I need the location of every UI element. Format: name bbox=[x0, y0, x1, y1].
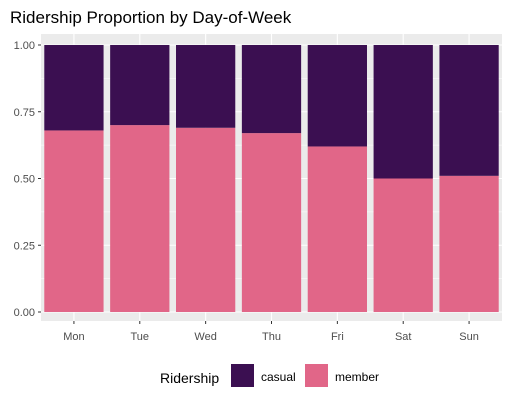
bar-member-thu bbox=[241, 133, 302, 312]
x-tick-label-thu: Thu bbox=[262, 331, 281, 343]
legend-title: Ridership bbox=[160, 370, 219, 386]
bar-member-fri bbox=[307, 146, 367, 312]
bar-casual-wed bbox=[176, 45, 236, 128]
legend-key-member bbox=[305, 364, 328, 387]
bar-casual-sun bbox=[439, 45, 499, 176]
chart-title: Ridership Proportion by Day-of-Week bbox=[10, 8, 292, 27]
y-tick-label: 0.50 bbox=[14, 174, 35, 186]
bar-casual-tue bbox=[110, 45, 170, 126]
x-tick-label-fri: Fri bbox=[331, 331, 344, 343]
y-tick-label: 1.00 bbox=[14, 40, 35, 52]
x-tick-label-mon: Mon bbox=[63, 331, 84, 343]
bar-member-wed bbox=[176, 127, 236, 313]
legend-label-casual: casual bbox=[261, 370, 296, 384]
y-tick-label: 0.00 bbox=[14, 307, 35, 319]
bar-member-mon bbox=[44, 130, 104, 312]
legend-key-casual bbox=[231, 364, 254, 387]
bar-casual-thu bbox=[241, 45, 302, 134]
bars bbox=[44, 45, 499, 313]
legend-label-member: member bbox=[335, 370, 379, 384]
x-axis: Mon Tue Wed Thu Fri Sat Sun bbox=[63, 321, 479, 343]
x-tick-label-sun: Sun bbox=[459, 331, 479, 343]
y-tick-label: 0.75 bbox=[14, 107, 35, 119]
bar-member-sun bbox=[439, 175, 499, 312]
x-tick-label-sat: Sat bbox=[395, 331, 412, 343]
bar-casual-fri bbox=[307, 45, 367, 147]
bar-casual-mon bbox=[44, 45, 104, 131]
y-axis: 0.00 0.25 0.50 0.75 1.00 bbox=[14, 40, 41, 319]
bar-member-tue bbox=[110, 125, 170, 312]
bar-casual-sat bbox=[373, 45, 433, 179]
x-tick-label-tue: Tue bbox=[131, 331, 150, 343]
x-tick-label-wed: Wed bbox=[194, 331, 216, 343]
y-tick-label: 0.25 bbox=[14, 240, 35, 252]
legend: Ridership casual member bbox=[160, 364, 379, 387]
bar-member-sat bbox=[373, 178, 433, 312]
